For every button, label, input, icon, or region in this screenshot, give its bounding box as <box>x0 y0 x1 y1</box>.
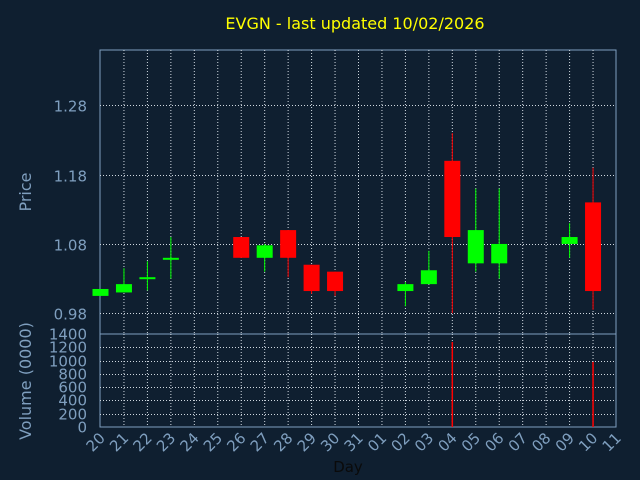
x-axis-label: Day <box>333 458 363 476</box>
candle-body <box>256 245 273 258</box>
candle-body <box>467 230 484 264</box>
volume-tick-label: 800 <box>58 366 87 384</box>
price-panel: 0.98 1.08 1.18 1.28 <box>54 49 617 335</box>
candle-body <box>491 243 508 264</box>
candle-body <box>303 264 320 292</box>
candle-body <box>92 288 109 296</box>
volume-tick-label: 1200 <box>49 339 87 357</box>
candle <box>162 237 179 279</box>
candle <box>139 261 156 291</box>
candle <box>115 268 132 293</box>
candle <box>444 133 461 314</box>
candle <box>233 237 250 258</box>
candle-body <box>139 277 156 280</box>
candle <box>303 264 320 294</box>
candle <box>92 288 109 296</box>
price-tick-label: 0.98 <box>54 306 87 324</box>
candle <box>397 282 414 307</box>
candle-body <box>115 284 132 293</box>
volume-tick-label: 600 <box>58 379 87 397</box>
candle-body <box>420 270 437 285</box>
price-tick-label: 1.08 <box>54 237 87 255</box>
candle-body <box>561 237 578 244</box>
candle <box>420 250 437 285</box>
candle-body <box>162 257 179 260</box>
volume-tick-label: 1400 <box>49 326 87 344</box>
volume-tick-label: 200 <box>58 406 87 424</box>
candle <box>491 188 508 279</box>
price-axis-label: Price <box>16 172 35 211</box>
chart-title: EVGN - last updated 10/02/2026 <box>225 14 484 33</box>
candle <box>256 243 273 272</box>
candle-body <box>327 271 344 292</box>
volume-axis-label: Volume (0000) <box>16 322 35 440</box>
candle <box>467 188 484 272</box>
candle-body <box>233 237 250 258</box>
candle-body <box>585 202 602 292</box>
candle <box>585 167 602 310</box>
volume-tick-label: 1000 <box>49 353 87 371</box>
candle-body <box>397 284 414 292</box>
price-tick-label: 1.18 <box>54 168 87 186</box>
candle <box>327 271 344 296</box>
price-tick-label: 1.28 <box>54 98 87 116</box>
candle <box>280 230 297 278</box>
volume-tick-label: 400 <box>58 392 87 410</box>
volume-tick-label: 0 <box>77 419 87 437</box>
candle-body <box>444 160 461 238</box>
candle <box>561 223 578 258</box>
candle-body <box>280 230 297 258</box>
